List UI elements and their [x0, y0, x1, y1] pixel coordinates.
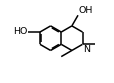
- Text: N: N: [82, 45, 89, 54]
- Text: HO: HO: [13, 27, 27, 36]
- Text: OH: OH: [78, 6, 92, 15]
